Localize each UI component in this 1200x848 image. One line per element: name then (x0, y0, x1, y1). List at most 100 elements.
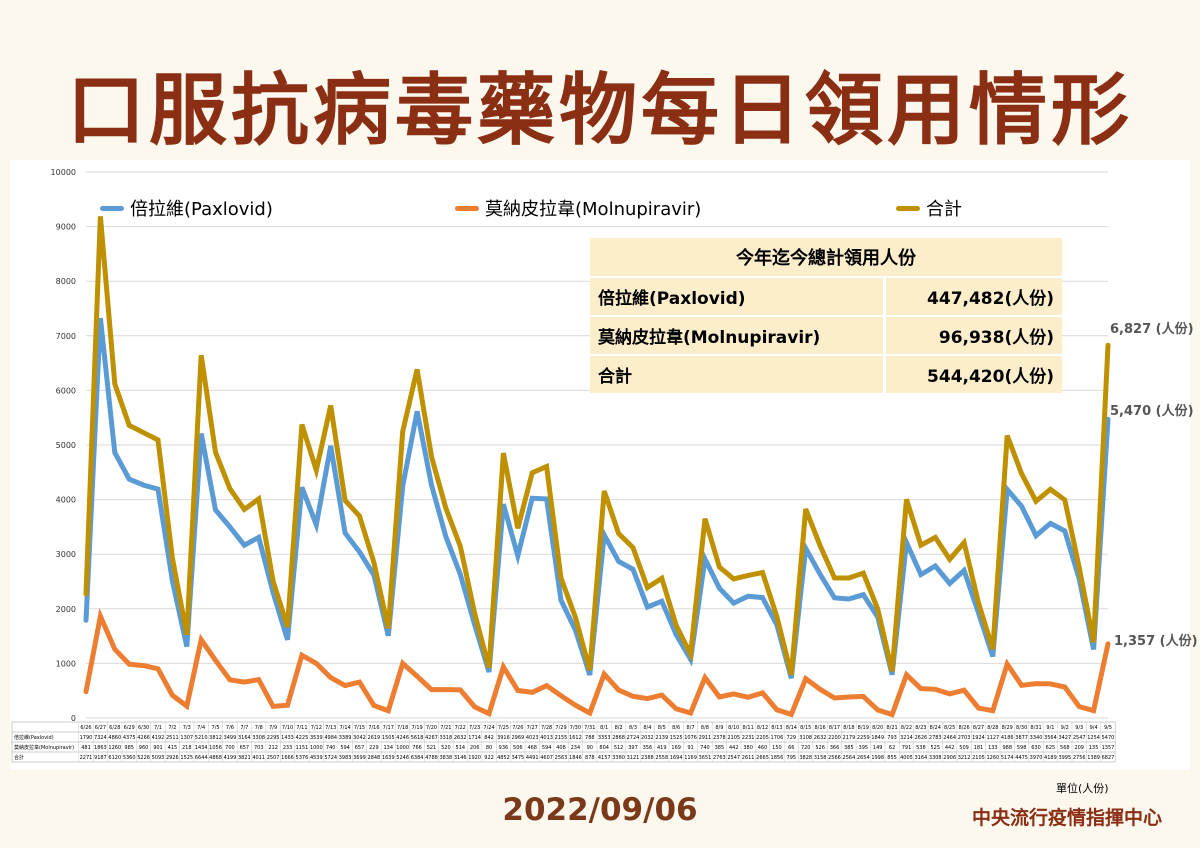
data-table-cell: 842 (484, 735, 494, 741)
y-tick-label: 9000 (56, 223, 76, 232)
y-tick-label: 6000 (56, 386, 76, 395)
y-tick-label: 5000 (56, 441, 76, 450)
totals-header-row: 今年迄今總計領用人份 (590, 238, 1062, 276)
data-table-cell: 526 (815, 745, 825, 751)
data-table-cell: 1924 (972, 735, 985, 741)
data-table-cell: 4225 (296, 735, 309, 741)
data-table-cell: 3427 (1058, 735, 1071, 741)
series-line (83, 607, 1111, 718)
legend-item-paxlovid: 倍拉維(Paxlovid) (100, 195, 273, 221)
data-table-cell: 2507 (267, 755, 280, 761)
x-tick-label: 7/27 (527, 725, 538, 731)
data-table-cell: 791 (902, 745, 912, 751)
x-tick-label: 9/5 (1104, 725, 1112, 731)
data-table-cell: 804 (599, 745, 609, 751)
totals-label: 倍拉維(Paxlovid) (590, 278, 883, 315)
x-tick-label: 7/16 (368, 725, 379, 731)
data-table-cell: 1076 (684, 735, 697, 741)
data-table-cell: 3353 (598, 735, 611, 741)
data-table-cell: 4189 (1044, 755, 1057, 761)
data-table-cell: 2724 (627, 735, 640, 741)
data-table-cell: 2558 (655, 755, 668, 761)
data-table-cell: 2632 (814, 735, 827, 741)
data-table-cell: 206 (470, 745, 480, 751)
data-table-cell: 3389 (339, 735, 352, 741)
data-table-cell: 657 (240, 745, 250, 751)
data-table-cell: 2139 (655, 735, 668, 741)
data-table-cell: 4475 (1015, 755, 1028, 761)
data-table-cell: 385 (844, 745, 854, 751)
y-tick-label: 7000 (56, 332, 76, 341)
x-tick-label: 7/2 (168, 725, 176, 731)
data-table-cell: 5376 (296, 755, 309, 761)
annotation-paxlovid-last: 5,470 (人份) (1110, 404, 1194, 419)
data-table-cell: 1790 (80, 735, 93, 741)
data-table-cell: 395 (859, 745, 869, 751)
x-tick-label: 8/3 (629, 725, 637, 731)
data-table-cell: 3499 (224, 735, 237, 741)
data-table-cell: 468 (527, 745, 537, 751)
data-table-cell: 538 (916, 745, 926, 751)
data-table-cell: 133 (988, 745, 998, 751)
data-table-cell: 3812 (209, 735, 222, 741)
data-table-cell: 169 (671, 745, 681, 751)
x-tick-label: 7/7 (240, 725, 248, 731)
data-table-cell: 2906 (943, 755, 956, 761)
data-table-cell: 442 (945, 745, 955, 751)
x-tick-label: 7/15 (354, 725, 365, 731)
legend-swatch-paxlovid (100, 205, 124, 211)
data-table-cell: 1357 (1102, 745, 1115, 751)
data-table-cell: 1505 (382, 735, 395, 741)
x-tick-label: 8/27 (973, 725, 984, 731)
x-tick-label: 8/28 (987, 725, 998, 731)
data-table-cell: 1612 (569, 735, 582, 741)
data-table-cell: 1920 (468, 755, 481, 761)
data-table-cell: 2271 (80, 755, 93, 761)
data-table-cell: 1169 (684, 755, 697, 761)
data-table-cell: 460 (758, 745, 768, 751)
data-table-cell: 2563 (555, 755, 568, 761)
x-tick-label: 8/7 (687, 725, 695, 731)
data-table-cell: 481 (81, 745, 91, 751)
totals-value: 447,482(人份) (882, 278, 1062, 315)
data-table-cell: 3121 (627, 755, 640, 761)
x-tick-label: 7/11 (296, 725, 307, 731)
data-table-cell: 5093 (152, 755, 165, 761)
data-table-cell: 4266 (137, 735, 150, 741)
data-table-cell: 630 (1031, 745, 1041, 751)
x-tick-label: 7/6 (226, 725, 234, 731)
data-table-cell: 4852 (497, 755, 510, 761)
x-tick-label: 8/30 (1016, 725, 1027, 731)
data-table-cell: 1434 (195, 745, 208, 751)
data-table-cell: 3916 (497, 735, 510, 741)
data-table-cell: 2231 (742, 735, 755, 741)
data-table-cell: 5226 (137, 755, 150, 761)
data-table-cell: 3475 (511, 755, 524, 761)
totals-value: 544,420(人份) (882, 356, 1062, 393)
data-table-cell: 5360 (123, 755, 136, 761)
data-table-cell: 356 (643, 745, 653, 751)
data-table-cell: 397 (628, 745, 638, 751)
data-table-cell: 2926 (166, 755, 179, 761)
x-tick-label: 8/14 (786, 725, 797, 731)
data-table-cell: 6384 (411, 755, 424, 761)
totals-row: 莫納皮拉韋(Molnupiravir) 96,938(人份) (590, 317, 1062, 354)
data-table-cell: 6644 (195, 755, 208, 761)
data-table-cell: 985 (124, 745, 134, 751)
data-table-cell: 4491 (526, 755, 539, 761)
data-table-cell: 2564 (843, 755, 856, 761)
x-tick-label: 7/1 (154, 725, 162, 731)
x-tick-label: 7/4 (197, 725, 205, 731)
data-table-cell: 1056 (209, 745, 222, 751)
y-tick-label: 3000 (56, 550, 76, 559)
data-table-cell: 3838 (439, 755, 452, 761)
data-table-cell: 3340 (1030, 735, 1043, 741)
data-table-cell: 66 (788, 745, 794, 751)
data-table-cell: 795 (787, 755, 797, 761)
data-table-cell: 514 (455, 745, 465, 751)
data-table-cell: 1846 (569, 755, 582, 761)
data-table-cell: 512 (614, 745, 624, 751)
data-table-cell: 1433 (281, 735, 294, 741)
data-table-cell: 234 (571, 745, 581, 751)
data-table-cell: 2105 (727, 735, 740, 741)
